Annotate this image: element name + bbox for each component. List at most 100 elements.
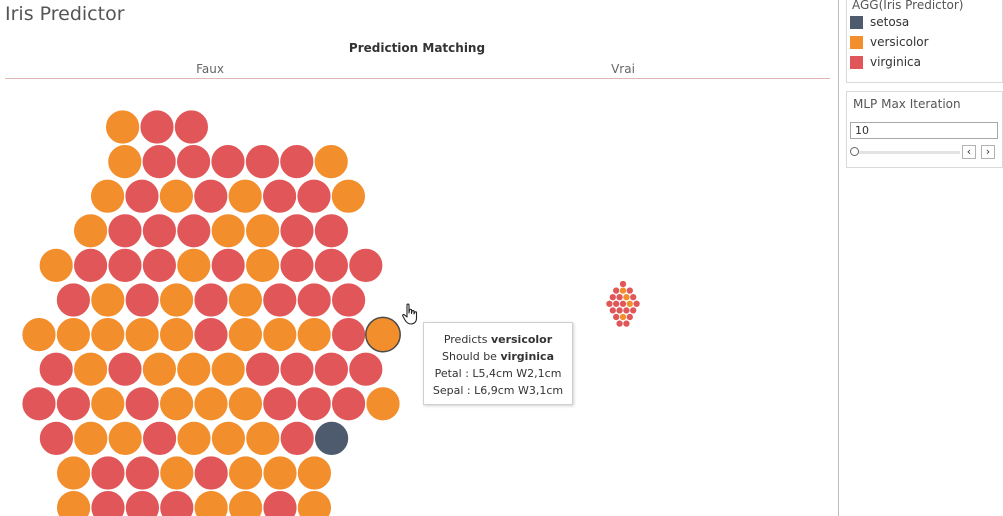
bubble-virginica[interactable] — [612, 313, 620, 321]
bubble-versicolor[interactable] — [227, 455, 264, 491]
parameter-slider-track[interactable] — [857, 151, 960, 154]
bubble-virginica[interactable] — [330, 282, 367, 318]
bubble-virginica[interactable] — [619, 280, 627, 288]
bubble-versicolor[interactable] — [158, 385, 195, 422]
bubble-virginica[interactable] — [90, 489, 126, 516]
bubble-versicolor[interactable] — [261, 316, 298, 353]
bubble-versicolor[interactable] — [227, 282, 264, 318]
bubble-virginica[interactable] — [244, 351, 281, 388]
bubble-virginica[interactable] — [38, 351, 75, 388]
bubble-virginica[interactable] — [107, 351, 143, 388]
bubble-versicolor[interactable] — [619, 286, 627, 295]
bubble-virginica[interactable] — [124, 489, 161, 516]
bubble-versicolor[interactable] — [626, 300, 634, 308]
bubble-virginica[interactable] — [279, 247, 315, 284]
bubble-versicolor[interactable] — [55, 316, 92, 353]
bubble-virginica[interactable] — [210, 143, 246, 180]
bubble-virginica[interactable] — [193, 316, 229, 353]
step-prev-button[interactable]: ‹ — [962, 145, 976, 159]
bubble-versicolor[interactable] — [313, 143, 350, 180]
bubble-virginica[interactable] — [193, 178, 229, 215]
bubble-virginica[interactable] — [279, 351, 315, 388]
bubble-virginica[interactable] — [176, 213, 212, 249]
bubble-versicolor[interactable] — [227, 489, 264, 516]
bubble-virginica[interactable] — [622, 319, 631, 328]
bubble-virginica[interactable] — [107, 247, 143, 284]
bubble-versicolor[interactable] — [72, 213, 109, 249]
bubble-versicolor[interactable] — [104, 109, 141, 145]
bubble-versicolor[interactable] — [296, 316, 333, 353]
bubble-virginica[interactable] — [262, 489, 298, 516]
legend-item-setosa[interactable]: setosa — [847, 12, 1002, 32]
bubble-virginica[interactable] — [330, 385, 367, 422]
bubble-versicolor[interactable] — [21, 316, 57, 353]
parameter-value-input[interactable]: 10 — [850, 122, 998, 139]
bubble-versicolor[interactable] — [244, 420, 281, 457]
legend-item-versicolor[interactable]: versicolor — [847, 32, 1002, 52]
bubble-virginica[interactable] — [21, 385, 57, 422]
bubble-versicolor[interactable] — [244, 213, 281, 249]
bubble-versicolor[interactable] — [38, 247, 75, 284]
bubble-virginica[interactable] — [124, 282, 161, 318]
bubble-versicolor[interactable] — [158, 178, 195, 215]
bubble-versicolor[interactable] — [296, 455, 333, 491]
bubble-virginica[interactable] — [615, 306, 624, 315]
bubble-virginica[interactable] — [55, 385, 92, 422]
bubble-virginica[interactable] — [605, 300, 614, 308]
bubble-virginica[interactable] — [139, 109, 175, 145]
bubble-virginica[interactable] — [609, 306, 617, 315]
bubble-versicolor[interactable] — [210, 213, 247, 249]
bubble-versicolor[interactable] — [55, 489, 92, 516]
bubble-virginica[interactable] — [210, 247, 247, 284]
bubble-virginica[interactable] — [244, 143, 281, 180]
bubble-versicolor[interactable] — [244, 247, 281, 284]
bubble-virginica[interactable] — [124, 178, 160, 215]
bubble-virginica[interactable] — [347, 247, 384, 284]
bubble-versicolor[interactable] — [90, 316, 126, 353]
bubble-virginica[interactable] — [124, 455, 161, 491]
bubble-virginica[interactable] — [124, 385, 161, 422]
bubble-virginica[interactable] — [347, 351, 384, 388]
bubble-versicolor[interactable] — [330, 178, 367, 215]
bubble-virginica[interactable] — [612, 300, 620, 308]
bubble-virginica[interactable] — [55, 282, 92, 318]
bubble-versicolor[interactable] — [227, 316, 264, 353]
bubble-versicolor[interactable] — [210, 420, 247, 457]
bubble-versicolor[interactable] — [227, 178, 264, 215]
bubble-versicolor[interactable] — [193, 385, 229, 422]
bubble-versicolor[interactable] — [159, 455, 195, 491]
bubble-virginica[interactable] — [629, 306, 637, 315]
bubble-virginica[interactable] — [615, 293, 624, 301]
bubble-virginica[interactable] — [141, 247, 178, 284]
bubble-versicolor[interactable] — [262, 455, 298, 491]
bubble-virginica[interactable] — [141, 213, 178, 249]
bubble-virginica[interactable] — [626, 286, 634, 295]
bubble-versicolor[interactable] — [176, 247, 212, 284]
bubble-versicolor[interactable] — [107, 143, 143, 180]
bubble-versicolor[interactable] — [210, 351, 247, 388]
bubble-virginica[interactable] — [296, 178, 332, 215]
bubble-versicolor[interactable] — [90, 282, 126, 318]
bubble-virginica[interactable] — [622, 306, 631, 315]
bubble-setosa[interactable] — [313, 420, 350, 457]
bubble-virginica[interactable] — [141, 143, 178, 180]
bubble-virginica[interactable] — [330, 316, 367, 353]
bubble-versicolor[interactable] — [158, 316, 195, 353]
bubble-virginica[interactable] — [279, 420, 316, 457]
bubble-virginica[interactable] — [193, 282, 229, 318]
bubble-virginica[interactable] — [38, 420, 75, 457]
bubble-versicolor[interactable] — [619, 313, 627, 321]
bubble-versicolor[interactable] — [124, 316, 161, 353]
bubble-virginica[interactable] — [261, 178, 298, 215]
bubble-versicolor[interactable] — [90, 385, 126, 422]
bubble-versicolor[interactable] — [176, 351, 212, 388]
bubble-virginica[interactable] — [173, 109, 210, 145]
bubble-virginica[interactable] — [626, 313, 634, 321]
bubble-virginica[interactable] — [313, 213, 350, 249]
bubble-virginica[interactable] — [296, 282, 333, 318]
legend-item-virginica[interactable]: virginica — [847, 52, 1002, 72]
bubble-virginica[interactable] — [629, 293, 637, 301]
bubble-virginica[interactable] — [619, 300, 627, 308]
bubble-versicolor[interactable] — [73, 420, 109, 457]
bubble-virginica[interactable] — [261, 282, 298, 318]
